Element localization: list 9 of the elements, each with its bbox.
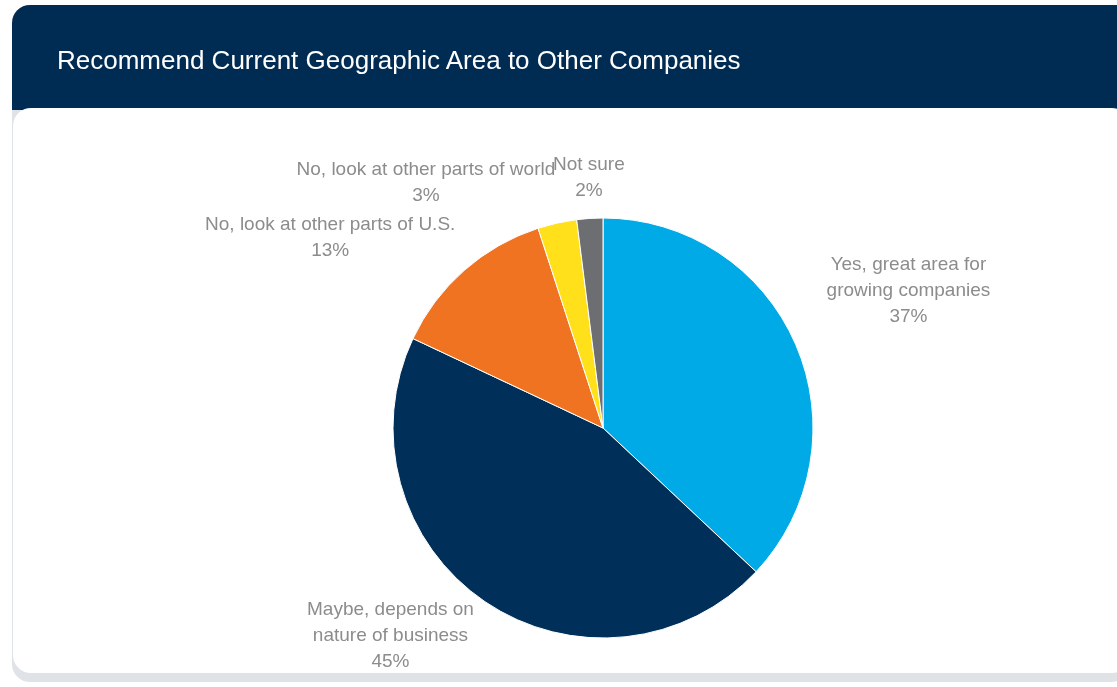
slice-label: No, look at other parts of U.S. [205, 213, 456, 235]
data-label: 13% [311, 239, 350, 261]
data-label: 37% [889, 304, 928, 326]
data-label: 45% [371, 649, 410, 671]
data-label: 2% [575, 179, 603, 201]
chart-title: Recommend Current Geographic Area to Other Companies [57, 45, 741, 75]
slice-label: Yes, great area for growing companies [826, 252, 991, 300]
data-label: 3% [412, 184, 440, 206]
slice-label: Maybe, depends on nature of business [307, 597, 474, 645]
